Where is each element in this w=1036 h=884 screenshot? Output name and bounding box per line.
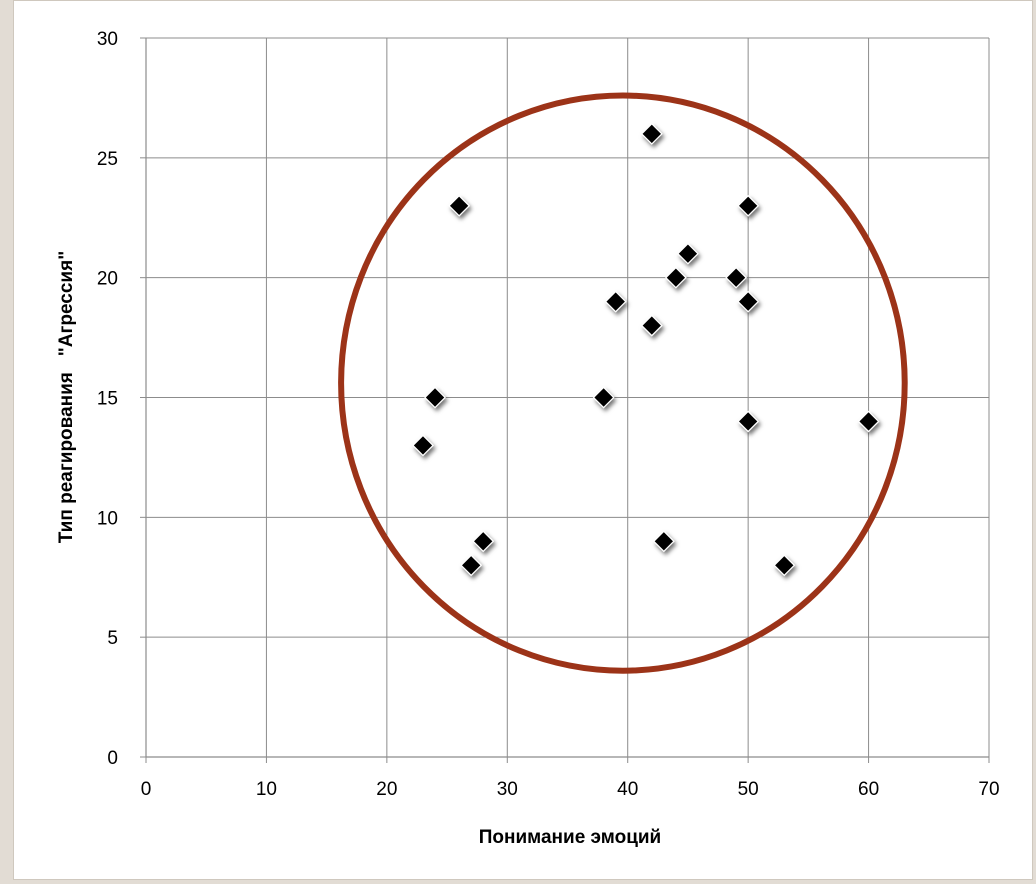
- data-point: [665, 266, 687, 289]
- data-point: [737, 290, 759, 313]
- data-point: [773, 554, 796, 577]
- highlight-ellipse: [338, 92, 908, 674]
- data-point: [857, 410, 880, 433]
- data-points: [412, 123, 880, 577]
- chart-frame: 0 10 20 30 40 50 60 70 0 5 10 15 20 25 30 Понимание эм…: [13, 0, 1033, 880]
- data-point: [652, 530, 675, 553]
- data-point: [412, 434, 434, 457]
- x-tick-label: 0: [141, 779, 152, 800]
- data-point: [424, 386, 446, 409]
- data-point: [737, 194, 759, 217]
- data-point: [677, 242, 699, 265]
- y-tick-label: 10: [97, 508, 118, 529]
- data-point: [472, 530, 495, 553]
- y-tick-label: 15: [97, 389, 118, 410]
- x-tick-label: 50: [738, 779, 759, 800]
- annotations: [338, 92, 908, 674]
- scatter-chart: 0 10 20 30 40 50 60 70 0 5 10 15 20 25 30 Понимание эм…: [56, 29, 1000, 848]
- y-tick-label: 0: [107, 748, 118, 769]
- data-point: [737, 410, 759, 433]
- x-tick-label: 10: [256, 779, 277, 800]
- data-point: [604, 290, 627, 313]
- x-tick-label: 40: [617, 779, 638, 800]
- data-point: [640, 123, 663, 145]
- data-point: [460, 554, 483, 577]
- data-point: [725, 266, 747, 289]
- x-tick-label: 70: [978, 779, 999, 800]
- axes: [140, 37, 990, 763]
- y-tick-label: 30: [97, 29, 118, 50]
- y-tick-label: 25: [97, 149, 118, 170]
- y-axis-title: Тип реагирования "Агрессия": [56, 251, 77, 543]
- data-point: [448, 194, 470, 217]
- y-tick-label: 20: [97, 269, 118, 290]
- x-tick-label: 60: [858, 779, 879, 800]
- x-tick-label: 20: [376, 779, 397, 800]
- y-tick-label: 5: [107, 628, 118, 649]
- x-axis-title: Понимание эмоций: [479, 827, 662, 848]
- tick-labels: 0 10 20 30 40 50 60 70 0 5 10 15 20 25 30: [97, 29, 1000, 800]
- x-tick-label: 30: [497, 779, 518, 800]
- data-point: [592, 386, 615, 409]
- grid: [146, 37, 990, 757]
- data-point: [640, 314, 663, 337]
